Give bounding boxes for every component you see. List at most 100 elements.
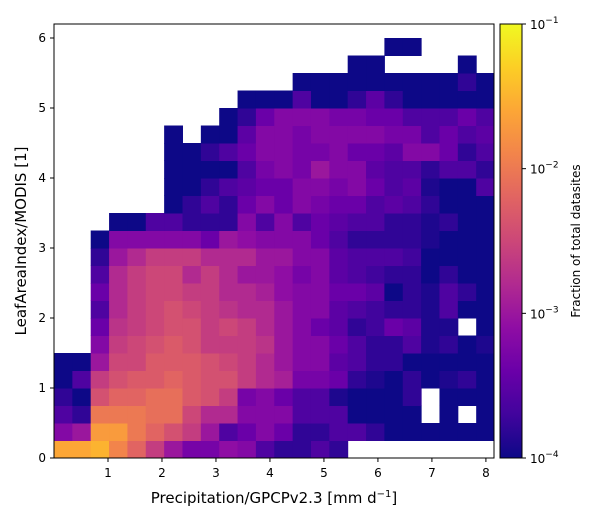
heatmap-cell (292, 388, 312, 406)
y-tick-label: 6 (38, 31, 46, 45)
heatmap-cell (274, 90, 294, 109)
heatmap-cell (402, 230, 422, 249)
heatmap-cell (310, 318, 330, 336)
heatmap-cell (200, 318, 220, 336)
heatmap-cell (255, 90, 275, 109)
heatmap-cell (164, 143, 183, 161)
heatmap-cell (164, 440, 183, 459)
heatmap-cell (255, 405, 275, 424)
heatmap-cell (255, 440, 275, 459)
heatmap-cell (402, 405, 422, 424)
heatmap-cell (219, 405, 239, 424)
y-tick-label: 4 (38, 171, 46, 185)
heatmap-cell (329, 108, 349, 126)
heatmap-cell (145, 283, 165, 301)
heatmap-cell (439, 160, 459, 179)
heatmap-cell (310, 125, 330, 144)
heatmap-cell (255, 265, 275, 284)
heatmap-cell (109, 353, 128, 371)
heatmap-cell (274, 125, 294, 144)
heatmap-cell (182, 318, 202, 336)
heatmap-cell (237, 353, 257, 371)
heatmap-cell (274, 178, 294, 196)
heatmap-cell (182, 160, 202, 179)
heatmap-cell (457, 195, 477, 214)
heatmap-cell (347, 178, 367, 196)
heatmap-cell (255, 160, 275, 179)
heatmap-cell (366, 318, 385, 336)
heatmap-cell (237, 248, 257, 266)
heatmap-cell (200, 423, 220, 441)
heatmap-cell (145, 370, 165, 389)
heatmap-cell (421, 353, 440, 371)
heatmap-cell (402, 265, 422, 284)
heatmap-cell (182, 388, 202, 406)
heatmap-cell (219, 370, 239, 389)
heatmap-cell (310, 353, 330, 371)
heatmap-cell (439, 318, 459, 336)
heatmap-cell (219, 143, 239, 161)
heatmap-cell (182, 230, 202, 249)
heatmap-cell (182, 405, 202, 424)
heatmap-cell (274, 388, 294, 406)
heatmap-cell (329, 90, 349, 109)
heatmap-cell (439, 283, 459, 301)
heatmap-cell (347, 55, 367, 74)
heatmap-cell (457, 125, 477, 144)
heatmap-cell (476, 248, 495, 266)
heatmap-cell (439, 90, 459, 109)
heatmap-cell (347, 300, 367, 319)
heatmap-cell (127, 230, 147, 249)
heatmap-cell (439, 230, 459, 249)
heatmap-cell (145, 405, 165, 424)
heatmap-cell (90, 440, 110, 459)
heatmap-cell (164, 160, 183, 179)
x-tick-label: 7 (428, 466, 436, 480)
heatmap-cell (219, 178, 239, 196)
heatmap-cell (237, 405, 257, 424)
heatmap-cell (476, 230, 495, 249)
heatmap-cell (402, 318, 422, 336)
heatmap-cell (366, 160, 385, 179)
heatmap-cell (366, 370, 385, 389)
heatmap-cell (255, 370, 275, 389)
heatmap-cell (347, 335, 367, 354)
x-axis-ticks: 1 2 3 4 5 6 7 8 (104, 458, 490, 480)
heatmap-cell (90, 265, 110, 284)
heatmap-cell (200, 213, 220, 231)
heatmap-cell (384, 388, 404, 406)
heatmap-cell (237, 143, 257, 161)
heatmap-cell (145, 248, 165, 266)
heatmap-cell (219, 160, 239, 179)
heatmap-cell (237, 370, 257, 389)
heatmap-cell (329, 248, 349, 266)
heatmap-cell (200, 388, 220, 406)
heatmap-cell (421, 318, 440, 336)
heatmap-cell (347, 213, 367, 231)
heatmap-cell (366, 248, 385, 266)
heatmap-cell (164, 353, 183, 371)
heatmap-cell (439, 370, 459, 389)
heatmap-cell (310, 283, 330, 301)
heatmap-cell (145, 353, 165, 371)
heatmap-cell (90, 370, 110, 389)
heatmap-cell (219, 125, 239, 144)
heatmap-cell (329, 353, 349, 371)
heatmap-cell (421, 335, 440, 354)
heatmap-cell (200, 160, 220, 179)
heatmap-cell (457, 248, 477, 266)
heatmap-cell (439, 265, 459, 284)
heatmap-cell (366, 90, 385, 109)
heatmap-cell (402, 300, 422, 319)
heatmap-cell (310, 423, 330, 441)
heatmap-cell (439, 125, 459, 144)
heatmap-cell (219, 388, 239, 406)
heatmap-cell (476, 265, 495, 284)
heatmap-cell (347, 405, 367, 424)
heatmap-cell (274, 423, 294, 441)
heatmap-cell (109, 423, 128, 441)
heatmap-cell (72, 440, 92, 459)
heatmap-cell (402, 353, 422, 371)
heatmap-cell (127, 248, 147, 266)
heatmap-cell (402, 38, 422, 56)
